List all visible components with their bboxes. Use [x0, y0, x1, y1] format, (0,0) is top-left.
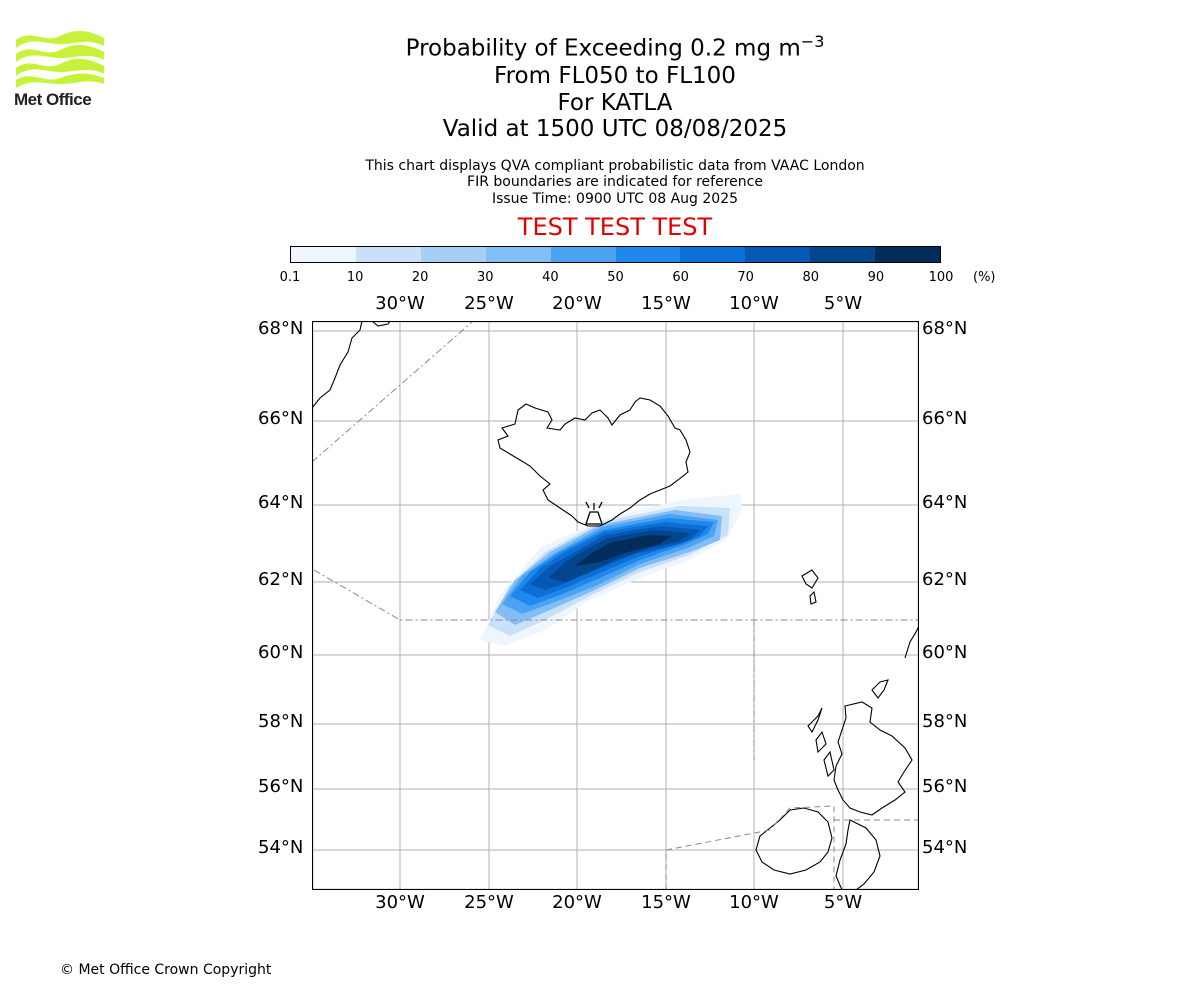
- lon-label-bottom: 25°W: [464, 892, 514, 913]
- england-coast: [835, 819, 881, 890]
- lat-label-left: 56°N: [258, 776, 304, 797]
- test-banner: TEST TEST TEST: [517, 213, 713, 241]
- volcano-icon: [585, 501, 603, 525]
- ash-probability-plume: [480, 494, 742, 646]
- lat-label-left: 58°N: [258, 711, 304, 732]
- colorbar-tick-label: 0.1: [279, 270, 301, 285]
- lat-label-left: 68°N: [258, 318, 304, 339]
- colorbar-tick-label: 20: [411, 270, 429, 285]
- title-exponent: −3: [800, 32, 825, 51]
- colorbar-tick-label: 30: [477, 270, 494, 285]
- logo-waves-icon: [16, 30, 104, 88]
- lat-label-right: 68°N: [922, 318, 968, 339]
- map: [312, 321, 919, 890]
- lon-label-bottom: 5°W: [823, 892, 863, 913]
- colorbar-segment: [745, 247, 811, 262]
- colorbar-tick-label: 90: [867, 270, 885, 285]
- colorbar-segment: [420, 247, 486, 262]
- lon-label-top: 20°W: [552, 293, 602, 314]
- colorbar-tick-label: 10: [346, 270, 364, 285]
- copyright: © Met Office Crown Copyright: [60, 962, 272, 978]
- hebrides-coast: [807, 707, 835, 778]
- title-volcano: For KATLA: [557, 90, 673, 116]
- faroes-coast: [801, 569, 819, 605]
- map-frame: [312, 321, 919, 890]
- title-main: Probability of Exceeding 0.2 mg m: [405, 35, 801, 62]
- lat-label-left: 64°N: [258, 492, 304, 513]
- met-office-logo: Met Office: [14, 30, 114, 114]
- colorbar-tick-label: 100: [928, 270, 954, 285]
- greenland-coast-2: [371, 321, 391, 327]
- colorbar-tick-label: 50: [607, 270, 624, 285]
- info-line-2: FIR boundaries are indicated for referen…: [467, 174, 763, 190]
- lat-label-right: 60°N: [922, 642, 968, 663]
- lon-label-top: 15°W: [641, 293, 691, 314]
- lat-label-left: 66°N: [258, 408, 304, 429]
- coastlines: [312, 321, 919, 890]
- lat-label-right: 64°N: [922, 492, 968, 513]
- lat-label-right: 62°N: [922, 569, 968, 590]
- colorbar-segment: [810, 247, 876, 262]
- colorbar-segment: [615, 247, 681, 262]
- lon-label-top: 30°W: [375, 293, 425, 314]
- colorbar-segment: [680, 247, 746, 262]
- colorbar-tick-label: 60: [672, 270, 689, 285]
- lon-label-top: 5°W: [823, 293, 863, 314]
- greenland-coast: [312, 321, 363, 409]
- colorbar-segment: [550, 247, 616, 262]
- iceland-coast: [497, 397, 691, 527]
- logo-text: Met Office: [14, 90, 92, 109]
- fir-boundaries: [312, 321, 919, 760]
- info-line-3: Issue Time: 0900 UTC 08 Aug 2025: [491, 191, 739, 207]
- scotland-coast: [833, 701, 913, 816]
- lat-label-left: 60°N: [258, 642, 304, 663]
- lon-label-bottom: 30°W: [375, 892, 425, 913]
- colorbar-segment: [485, 247, 551, 262]
- colorbar-segment: [355, 247, 421, 262]
- title-valid: Valid at 1500 UTC 08/08/2025: [442, 116, 788, 142]
- graticule: [312, 321, 919, 890]
- lat-label-right: 54°N: [922, 837, 968, 858]
- norway-coast: [904, 625, 919, 659]
- info-line-1: This chart displays QVA compliant probab…: [365, 158, 865, 174]
- chart-title: Probability of Exceeding 0.2 mg m−3: [0, 28, 1200, 63]
- colorbar-tick-label: 70: [737, 270, 754, 285]
- lon-label-bottom: 10°W: [729, 892, 779, 913]
- lat-label-right: 58°N: [922, 711, 968, 732]
- ireland-coast: [755, 807, 833, 875]
- lat-label-left: 54°N: [258, 837, 304, 858]
- lon-label-bottom: 20°W: [552, 892, 602, 913]
- lon-label-bottom: 15°W: [641, 892, 691, 913]
- shetland-coast: [871, 679, 889, 699]
- colorbar: [290, 246, 941, 263]
- lat-label-right: 56°N: [922, 776, 968, 797]
- lon-label-top: 10°W: [729, 293, 779, 314]
- colorbar-segment: [291, 247, 356, 262]
- colorbar-tick-label: 80: [802, 270, 820, 285]
- colorbar-tick-label: 40: [542, 270, 559, 285]
- colorbar-segment: [875, 247, 941, 262]
- fir-boundaries-dashed: [665, 805, 919, 890]
- lat-label-right: 66°N: [922, 408, 968, 429]
- lat-label-left: 62°N: [258, 569, 304, 590]
- lon-label-top: 25°W: [464, 293, 514, 314]
- colorbar-unit: (%): [973, 270, 996, 285]
- title-levels: From FL050 to FL100: [494, 63, 736, 89]
